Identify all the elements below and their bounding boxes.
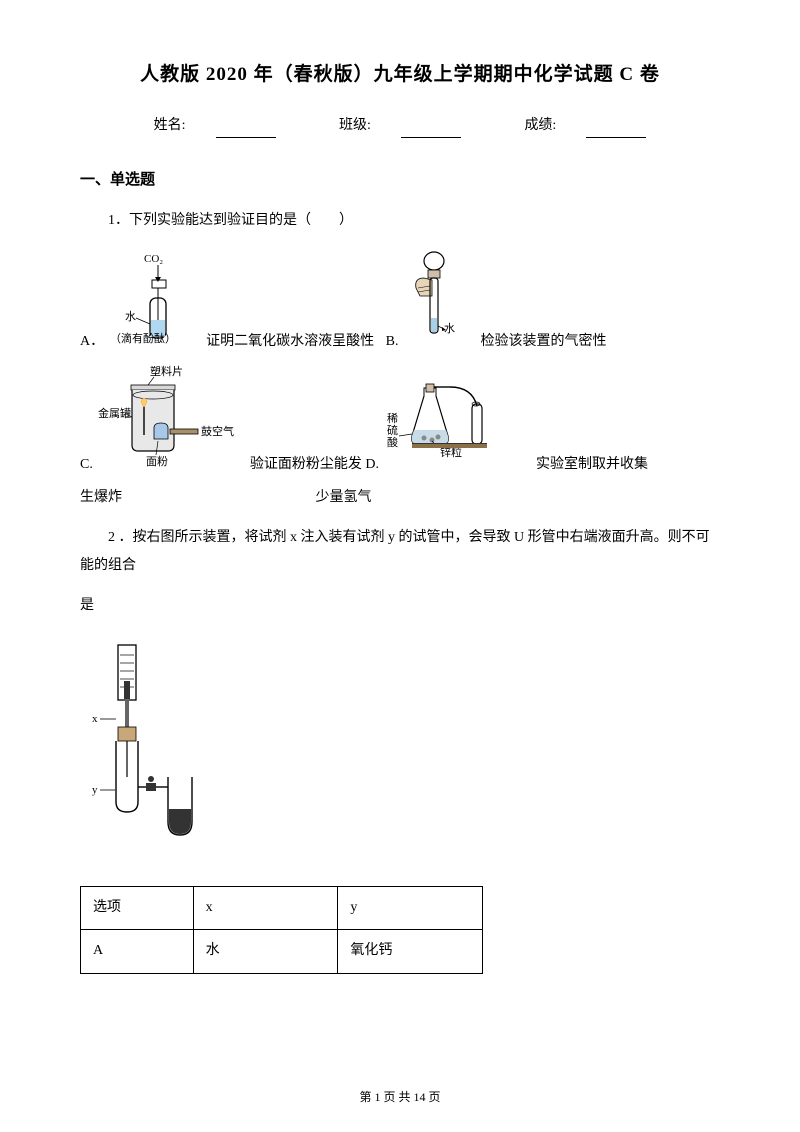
- optB-text: 检验该装置的气密性: [480, 331, 606, 353]
- svg-text:硫: 硫: [387, 423, 398, 437]
- q2-stem: 2 ．按右图所示装置，将试剂 x 注入装有试剂 y 的试管中，会导致 U 形管中…: [80, 524, 720, 580]
- q2-table: 选项 x y A 水 氧化钙: [80, 886, 483, 974]
- section-header: 一、单选题: [80, 168, 720, 192]
- svg-text:x: x: [92, 713, 98, 725]
- svg-text:y: y: [92, 784, 98, 796]
- diagram-D: 稀 硫 酸 锌粒: [382, 378, 532, 476]
- q1-stem: 1．下列实验能达到验证目的是（ ）: [80, 207, 720, 235]
- svg-text:面粉: 面粉: [146, 455, 168, 468]
- svg-text:（滴有酚酞）: （滴有酚酞）: [110, 331, 176, 345]
- optD-text: 实验室制取并收集: [536, 454, 648, 476]
- td-x: 水: [193, 930, 338, 973]
- optB-label: B.: [386, 331, 399, 353]
- diagram-q2: x y: [80, 637, 720, 865]
- optC-text: 验证面粉粉尘能发: [250, 454, 362, 476]
- svg-text:塑料片: 塑料片: [150, 364, 183, 378]
- diagram-B: 水: [402, 250, 477, 353]
- th-x: x: [193, 886, 338, 929]
- svg-text:CO₂: CO₂: [144, 253, 163, 265]
- optC-label: C.: [80, 454, 93, 476]
- table-header-row: 选项 x y: [81, 886, 483, 929]
- optA-text: 证明二氧化碳水溶液呈酸性: [206, 331, 374, 353]
- exam-title: 人教版 2020 年（春秋版）九年级上学期期中化学试题 C 卷: [80, 60, 720, 90]
- th-y: y: [338, 886, 483, 929]
- svg-text:水: 水: [125, 310, 136, 323]
- td-y: 氧化钙: [338, 930, 483, 973]
- td-opt: A: [81, 930, 194, 973]
- class-label: 班级:: [324, 118, 476, 133]
- svg-text:鼓空气: 鼓空气: [201, 424, 234, 438]
- name-label: 姓名:: [139, 118, 291, 133]
- q2-continuation: 是: [80, 595, 720, 617]
- page-footer: 第 1 页 共 14 页: [0, 1088, 800, 1107]
- diagram-C: 塑料片 金属罐 鼓空气 面粉: [96, 363, 246, 476]
- q1-continuation: 生爆炸 少量氢气: [80, 487, 720, 509]
- svg-text:稀: 稀: [387, 412, 398, 425]
- optD-label: D.: [365, 454, 379, 476]
- svg-text:金属罐: 金属罐: [98, 406, 131, 420]
- score-label: 成绩:: [509, 118, 661, 133]
- svg-text:酸: 酸: [387, 435, 398, 449]
- info-row: 姓名: 班级: 成绩:: [80, 115, 720, 137]
- svg-text:水: 水: [444, 322, 455, 335]
- diagram-A: CO₂ 水 （滴有酚酞）: [108, 250, 203, 353]
- q1-options-row2: C. 塑料片 金属罐 鼓空气 面粉 验证面粉粉尘能发 D.: [80, 363, 720, 476]
- optA-label: A．: [80, 331, 104, 353]
- table-row: A 水 氧化钙: [81, 930, 483, 973]
- th-option: 选项: [81, 886, 194, 929]
- q1-options-row1: A． CO₂ 水 （滴有酚酞） 证明二氧化碳水溶液呈酸性 B. 水: [80, 250, 720, 353]
